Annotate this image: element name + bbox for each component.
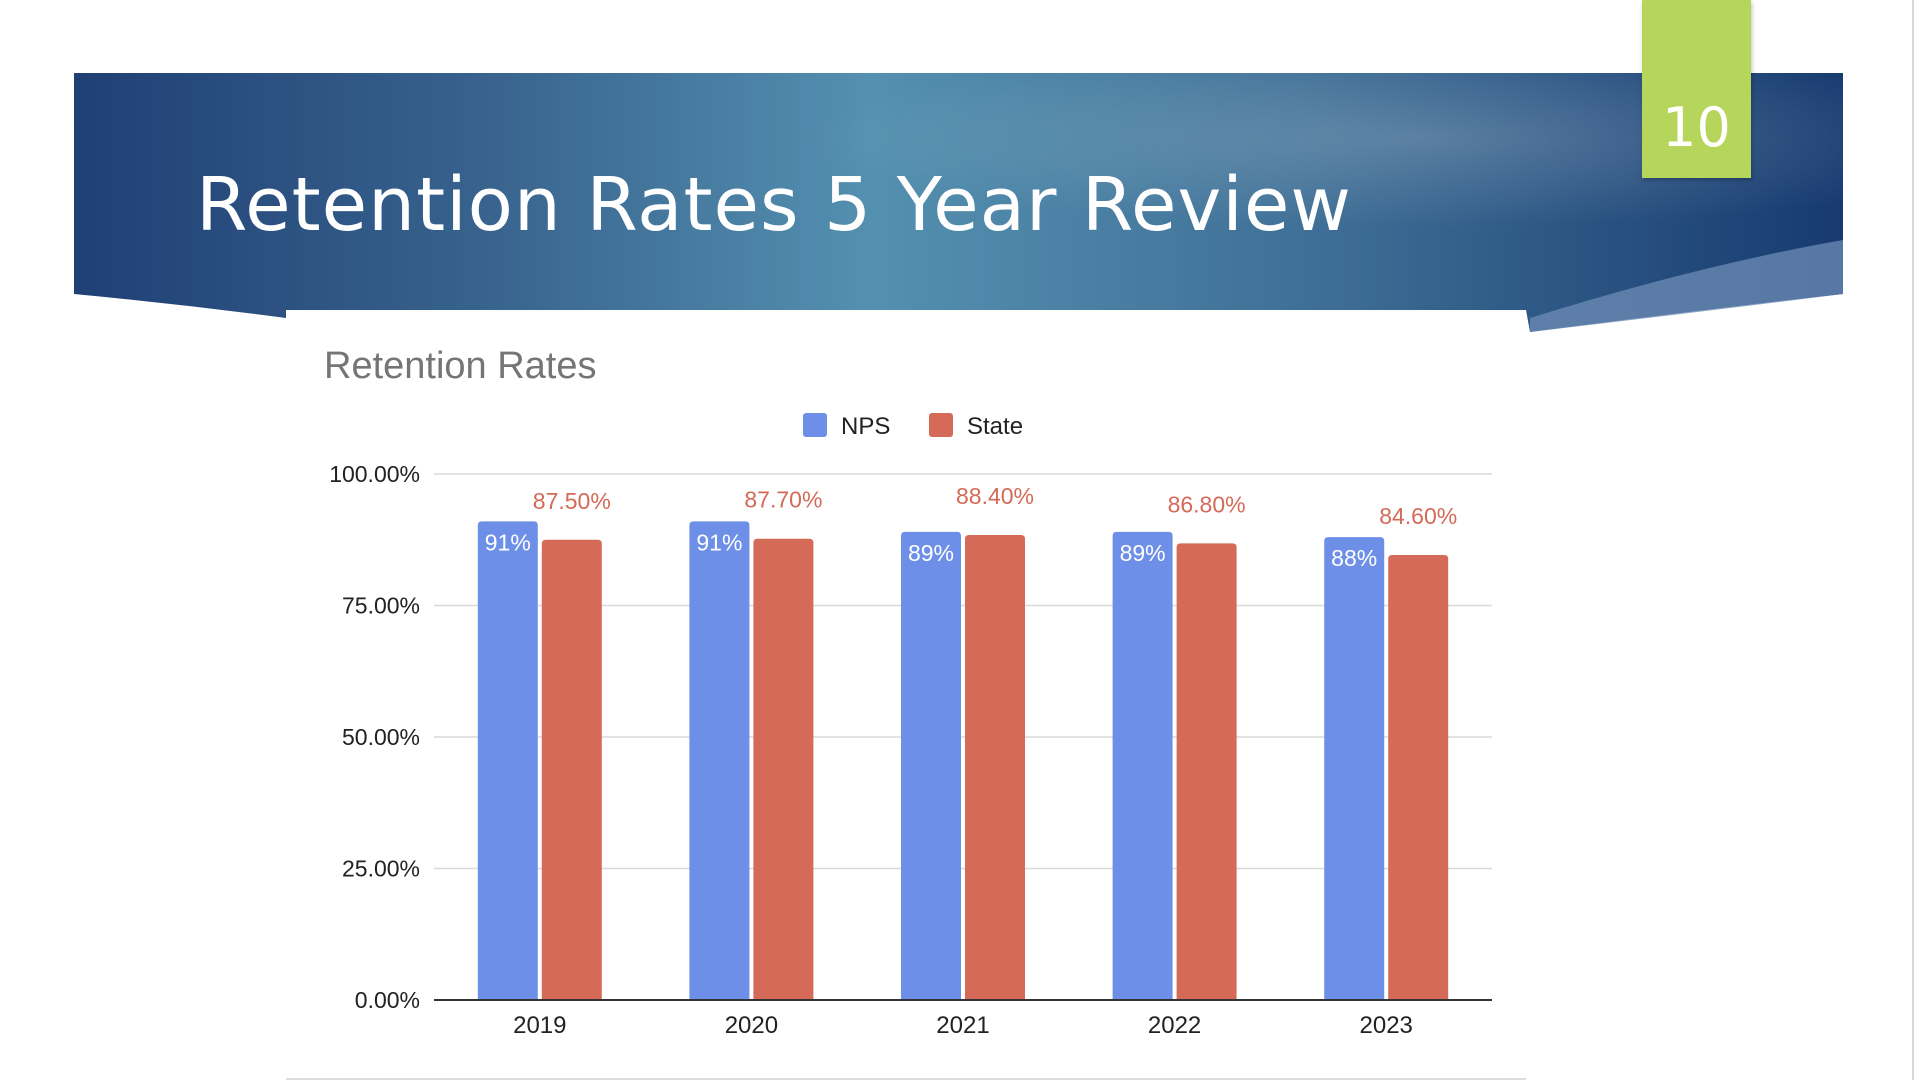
slide-number: 10 bbox=[1662, 96, 1731, 159]
data-label-state-2020: 87.70% bbox=[744, 487, 822, 513]
slide-number-tab: 10 bbox=[1642, 0, 1751, 178]
y-tick-label: 75.00% bbox=[342, 593, 420, 619]
legend-swatch-state bbox=[929, 413, 953, 437]
y-tick-label: 0.00% bbox=[355, 987, 420, 1013]
slide-title: Retention Rates 5 Year Review bbox=[196, 162, 1352, 248]
title-banner bbox=[74, 73, 1843, 332]
data-label-nps-2021: 89% bbox=[908, 540, 954, 566]
bar-nps-2020 bbox=[689, 521, 750, 1000]
data-label-nps-2023: 88% bbox=[1331, 545, 1377, 571]
bar-state-2022 bbox=[1176, 543, 1237, 1000]
data-label-state-2021: 88.40% bbox=[956, 483, 1034, 509]
bar-chart: Retention Rates NPS State 0.00% 25.00% 50.00%… bbox=[324, 345, 1492, 1039]
y-tick-label: 100.00% bbox=[329, 461, 420, 487]
x-tick-label: 2019 bbox=[513, 1012, 566, 1039]
legend-label-state: State bbox=[967, 413, 1023, 440]
data-label-state-2023: 84.60% bbox=[1379, 503, 1457, 529]
bar-nps-2023 bbox=[1324, 537, 1385, 1000]
data-label-nps-2022: 89% bbox=[1120, 540, 1166, 566]
bar-state-2020 bbox=[753, 538, 814, 1000]
y-tick-label: 25.00% bbox=[342, 856, 420, 882]
legend-swatch-nps bbox=[803, 413, 827, 437]
x-tick-label: 2020 bbox=[725, 1012, 778, 1039]
bar-state-2019 bbox=[541, 539, 602, 1000]
data-label-nps-2019: 91% bbox=[485, 529, 531, 555]
slide-edge-divider bbox=[1912, 0, 1914, 1080]
data-label-state-2022: 86.80% bbox=[1168, 491, 1246, 517]
chart-panel: Retention Rates NPS State 0.00% 25.00% 50.00%… bbox=[286, 310, 1526, 1080]
data-label-nps-2020: 91% bbox=[696, 529, 742, 555]
legend-label-nps: NPS bbox=[841, 413, 890, 440]
bar-nps-2019 bbox=[477, 521, 538, 1000]
bar-nps-2022 bbox=[1112, 531, 1173, 1000]
bar-nps-2021 bbox=[901, 531, 961, 1000]
bar-state-2023 bbox=[1388, 555, 1449, 1000]
x-tick-label: 2023 bbox=[1360, 1012, 1413, 1039]
x-tick-label: 2021 bbox=[936, 1012, 989, 1039]
y-tick-label: 50.00% bbox=[342, 724, 420, 750]
bar-state-2021 bbox=[965, 535, 1025, 1000]
chart-title: Retention Rates bbox=[324, 345, 597, 387]
x-tick-label: 2022 bbox=[1148, 1012, 1201, 1039]
data-label-state-2019: 87.50% bbox=[533, 488, 611, 514]
